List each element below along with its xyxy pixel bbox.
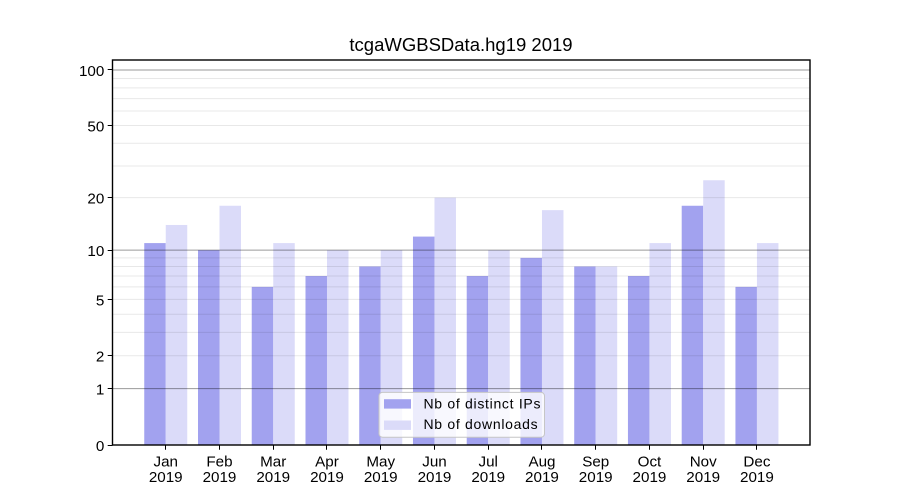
svg-text:2019: 2019 bbox=[633, 469, 667, 486]
svg-text:Jul: Jul bbox=[479, 454, 498, 471]
svg-text:2019: 2019 bbox=[579, 469, 613, 486]
svg-text:Sep: Sep bbox=[582, 454, 609, 471]
svg-text:2: 2 bbox=[96, 349, 104, 366]
svg-text:2019: 2019 bbox=[256, 469, 290, 486]
svg-text:50: 50 bbox=[87, 119, 104, 136]
svg-text:10: 10 bbox=[87, 243, 104, 260]
svg-text:2019: 2019 bbox=[525, 469, 559, 486]
svg-text:1: 1 bbox=[96, 382, 104, 399]
svg-text:tcgaWGBSData.hg19 2019: tcgaWGBSData.hg19 2019 bbox=[349, 34, 572, 55]
svg-text:Feb: Feb bbox=[206, 454, 232, 471]
svg-text:Jan: Jan bbox=[154, 454, 179, 471]
svg-text:2019: 2019 bbox=[418, 469, 452, 486]
svg-text:Jun: Jun bbox=[422, 454, 447, 471]
svg-text:2019: 2019 bbox=[686, 469, 720, 486]
svg-text:Dec: Dec bbox=[743, 454, 770, 471]
svg-text:100: 100 bbox=[79, 63, 104, 80]
svg-text:2019: 2019 bbox=[203, 469, 237, 486]
svg-text:20: 20 bbox=[87, 191, 104, 208]
svg-text:5: 5 bbox=[96, 292, 104, 309]
svg-text:Oct: Oct bbox=[638, 454, 662, 471]
svg-text:May: May bbox=[366, 454, 395, 471]
svg-text:0: 0 bbox=[96, 438, 104, 455]
svg-text:Apr: Apr bbox=[315, 454, 339, 471]
svg-text:Nov: Nov bbox=[690, 454, 717, 471]
svg-text:Nb of distinct IPs: Nb of distinct IPs bbox=[424, 396, 542, 412]
svg-text:Mar: Mar bbox=[260, 454, 286, 471]
svg-text:2019: 2019 bbox=[149, 469, 183, 486]
svg-text:2019: 2019 bbox=[471, 469, 505, 486]
svg-text:2019: 2019 bbox=[740, 469, 774, 486]
svg-text:2019: 2019 bbox=[364, 469, 398, 486]
svg-text:2019: 2019 bbox=[310, 469, 344, 486]
svg-text:Aug: Aug bbox=[528, 454, 555, 471]
svg-text:Nb of downloads: Nb of downloads bbox=[424, 416, 539, 432]
